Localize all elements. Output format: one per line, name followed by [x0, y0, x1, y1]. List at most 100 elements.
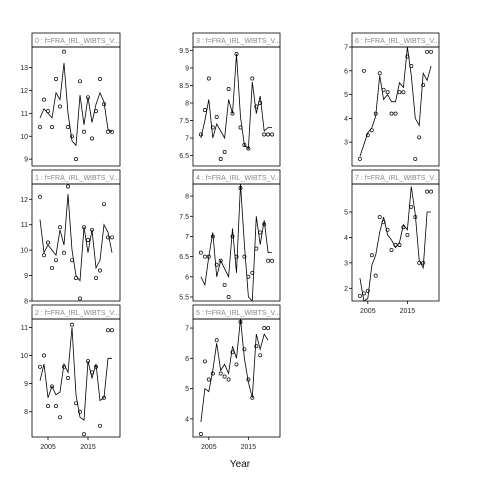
- data-point: [54, 258, 58, 263]
- data-point: [389, 111, 394, 116]
- data-point: [70, 258, 74, 263]
- data-point: [98, 423, 102, 428]
- data-point: [369, 253, 374, 258]
- data-point: [70, 322, 74, 327]
- data-point: [50, 125, 54, 130]
- strip-label: 4 : f=FRA_IRL_WIBTS_V...: [196, 175, 280, 182]
- y-tick-label: 7: [185, 136, 189, 143]
- panel-5: 7 : f=FRA_IRL_WIBTS_V... 2 3 4 5 2005 2015: [344, 169, 440, 315]
- data-point: [62, 250, 66, 255]
- panel-7: 5 : f=FRA_IRL_WIBTS_V... 4 5 6 7 2005 2015: [185, 304, 281, 451]
- y-tick-label: 9.5: [179, 48, 189, 55]
- data-point: [238, 186, 243, 190]
- plot-frame: [192, 183, 281, 302]
- data-point: [46, 109, 50, 114]
- data-point: [405, 54, 410, 59]
- data-point: [82, 432, 86, 437]
- data-point: [270, 258, 275, 263]
- data-point: [234, 254, 239, 259]
- x-tick-label: 2005: [201, 444, 217, 451]
- data-point: [86, 238, 90, 242]
- data-point: [82, 225, 86, 230]
- data-point: [381, 220, 386, 225]
- y-tick-label: 9: [24, 273, 28, 280]
- data-point: [210, 371, 215, 376]
- data-point: [102, 202, 106, 207]
- data-point: [86, 95, 90, 100]
- y-tick-label: 5.5: [179, 294, 189, 301]
- data-point: [98, 268, 102, 273]
- y-tick-label: 6: [344, 68, 348, 75]
- y-tick-label: 6: [185, 274, 189, 281]
- plot-frame: [351, 183, 440, 302]
- data-point: [250, 76, 255, 81]
- data-point: [230, 234, 235, 239]
- data-point: [361, 291, 366, 296]
- data-point: [234, 52, 239, 56]
- data-point: [262, 326, 267, 331]
- data-point: [214, 338, 219, 343]
- y-tick-label: 7: [185, 234, 189, 241]
- data-point: [78, 296, 82, 301]
- y-tick-label: 4: [185, 416, 189, 423]
- data-point: [66, 125, 70, 130]
- x-tick-label: 2015: [80, 444, 96, 451]
- data-point: [238, 125, 243, 130]
- data-point: [214, 262, 219, 267]
- data-point: [82, 129, 86, 134]
- data-point: [62, 49, 66, 54]
- data-point: [42, 97, 46, 102]
- data-point: [246, 146, 251, 151]
- data-point: [210, 234, 215, 239]
- y-tick-label: 3: [344, 140, 348, 147]
- plot-frame: [31, 183, 121, 302]
- data-point: [397, 90, 402, 95]
- series-line: [39, 327, 112, 421]
- data-point: [226, 377, 231, 382]
- data-point: [377, 215, 382, 220]
- data-point: [58, 104, 62, 109]
- y-tick-label: 6.5: [179, 254, 189, 261]
- data-point: [413, 156, 418, 161]
- data-point: [202, 108, 207, 112]
- series-line: [39, 194, 113, 282]
- data-point: [94, 109, 98, 114]
- data-point: [86, 359, 90, 364]
- data-point: [58, 225, 62, 230]
- data-point: [198, 432, 203, 436]
- y-tick-label: 7: [344, 45, 348, 52]
- y-tick-label: 13: [20, 65, 28, 72]
- y-tick-label: 8: [185, 101, 189, 108]
- data-point: [226, 87, 231, 91]
- y-tick-label: 10: [20, 353, 28, 360]
- y-tick-label: 11: [21, 111, 28, 118]
- data-point: [421, 83, 426, 88]
- data-point: [234, 362, 239, 367]
- data-point: [210, 125, 215, 130]
- data-point: [421, 260, 426, 265]
- series-line: [200, 53, 273, 150]
- plot-frame: [192, 318, 281, 438]
- data-point: [258, 101, 263, 105]
- data-point: [62, 364, 66, 369]
- x-axis-title: Year: [229, 459, 251, 470]
- strip-label: 5 : f=FRA_IRL_WIBTS_V...: [196, 310, 280, 317]
- data-point: [74, 157, 78, 162]
- data-point: [393, 243, 398, 247]
- data-point: [42, 253, 46, 258]
- data-point: [429, 189, 434, 194]
- data-point: [110, 328, 114, 333]
- y-tick-label: 6: [185, 356, 189, 363]
- x-tick-label: 2015: [400, 308, 416, 315]
- data-point: [106, 328, 110, 333]
- data-point: [54, 404, 58, 409]
- data-point: [242, 254, 247, 259]
- data-point: [58, 415, 62, 420]
- data-point: [377, 71, 382, 76]
- data-point: [38, 194, 42, 199]
- y-tick-label: 8.5: [179, 83, 189, 90]
- data-point: [206, 76, 211, 81]
- panel-2: 6 : f=FRA_IRL_WIBTS_V... 3 4 5 6 7: [344, 32, 439, 167]
- data-point: [425, 49, 430, 54]
- data-point: [405, 232, 410, 237]
